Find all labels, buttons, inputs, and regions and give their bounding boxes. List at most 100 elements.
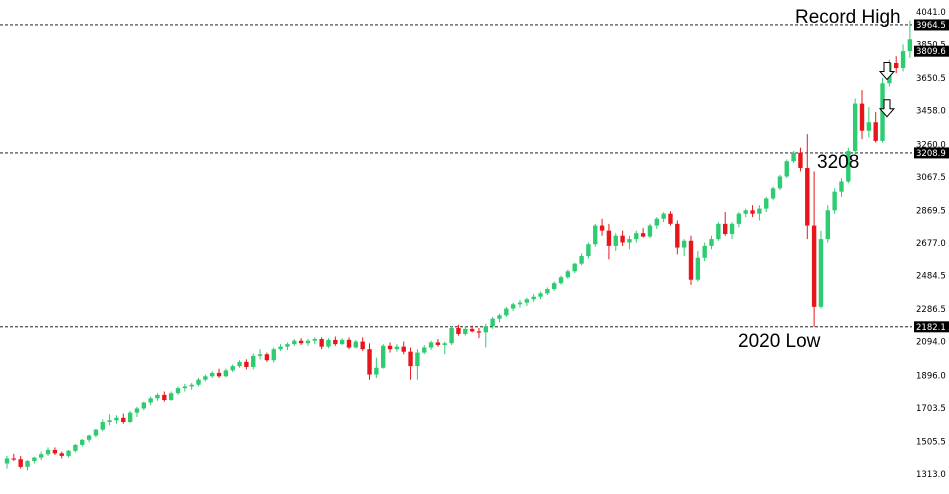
y-tick-label: 3650.5 xyxy=(916,74,946,84)
candle-bullish xyxy=(134,406,140,417)
candle-body xyxy=(422,347,427,353)
candle-body xyxy=(449,328,454,344)
candle-body xyxy=(743,210,748,214)
candle-body xyxy=(32,457,37,461)
price-tag-label: 3964.5 xyxy=(916,21,946,31)
candle-body xyxy=(374,367,379,375)
candle-bearish xyxy=(798,147,803,172)
candle-bullish xyxy=(825,205,830,243)
candle-body xyxy=(524,299,530,303)
current-price-tag xyxy=(914,45,949,57)
candle-bullish xyxy=(504,306,509,318)
candle-body xyxy=(59,453,64,456)
candle-bullish xyxy=(305,339,311,346)
candle-body xyxy=(825,210,830,240)
candle-bullish xyxy=(312,337,317,345)
y-tick-label: 1505.5 xyxy=(916,437,946,447)
candle-bullish xyxy=(524,297,530,306)
candle-bearish xyxy=(668,211,673,226)
candle-body xyxy=(811,225,817,307)
candle-bearish xyxy=(469,325,475,333)
candle-body xyxy=(859,103,865,131)
price-tag-label: 3208.9 xyxy=(916,149,946,159)
candle-bearish xyxy=(18,455,23,469)
level-annotation: 2020 Low xyxy=(738,331,821,352)
current-price-label: 3809.6 xyxy=(916,47,946,57)
candle-body xyxy=(353,341,359,348)
candle-body xyxy=(627,239,632,243)
candle-bullish xyxy=(25,460,30,471)
candle-bearish xyxy=(319,337,324,350)
candle-bullish xyxy=(428,340,434,351)
candle-body xyxy=(52,449,58,454)
candle-bullish xyxy=(907,20,913,58)
candle-bullish xyxy=(292,339,297,346)
annotations: Record High 3208 2020 Low xyxy=(738,7,901,352)
candle-body xyxy=(86,435,92,440)
y-tick-label: 3067.5 xyxy=(916,173,946,183)
candle-body xyxy=(784,161,789,177)
candle-body xyxy=(73,444,78,451)
candle-bearish xyxy=(435,339,441,347)
candle-body xyxy=(367,349,372,375)
candle-body xyxy=(456,328,461,334)
candle-body xyxy=(4,458,10,464)
candle-body xyxy=(66,450,71,456)
candle-bullish xyxy=(572,262,577,273)
candle-body xyxy=(100,422,105,430)
candle-body xyxy=(750,210,755,214)
candle-body xyxy=(162,394,167,400)
candle-bullish xyxy=(196,377,201,387)
candle-bullish xyxy=(661,212,666,223)
candle-body xyxy=(401,346,406,352)
candle-body xyxy=(333,339,338,345)
price-tag xyxy=(914,147,949,159)
candle-bullish xyxy=(852,98,858,155)
y-tick-label: 2094.0 xyxy=(916,338,946,348)
candle-bearish xyxy=(52,447,58,456)
price-tag xyxy=(914,321,949,333)
candle-body xyxy=(483,326,488,333)
candle-bullish xyxy=(770,186,776,201)
y-tick-label: 2869.5 xyxy=(916,206,946,216)
candle-body xyxy=(312,339,317,341)
candle-body xyxy=(832,191,837,211)
y-tick-label: 3260.0 xyxy=(916,140,946,150)
candle-body xyxy=(572,263,577,272)
candle-bearish xyxy=(387,342,393,353)
candle-body xyxy=(606,230,612,246)
candle-bullish xyxy=(558,275,564,285)
candle-bullish xyxy=(86,434,92,443)
candle-bullish xyxy=(93,428,99,438)
candle-bearish xyxy=(11,453,17,461)
candle-body xyxy=(408,351,413,367)
y-tick-label: 2286.5 xyxy=(916,305,946,315)
candle-bullish xyxy=(613,233,618,251)
candle-bullish xyxy=(497,313,502,323)
y-tick-label: 2484.5 xyxy=(916,272,946,282)
candle-bullish xyxy=(203,374,208,382)
candle-body xyxy=(257,354,263,356)
candle-body xyxy=(189,384,194,387)
candle-bearish xyxy=(688,235,694,285)
candle-bearish xyxy=(367,343,372,380)
candle-bullish xyxy=(39,451,44,461)
candle-bullish xyxy=(168,391,174,401)
candle-body xyxy=(141,402,146,409)
candle-body xyxy=(490,318,495,327)
candle-bullish xyxy=(832,188,837,214)
candle-bullish xyxy=(278,344,283,351)
candle-body xyxy=(251,355,256,367)
y-tick-label: 4041.0 xyxy=(916,8,946,18)
level-lines xyxy=(0,24,912,328)
candle-bullish xyxy=(538,291,543,300)
candle-bearish xyxy=(408,347,413,380)
candle-body xyxy=(155,394,160,399)
candle-bullish xyxy=(45,447,51,456)
candle-body xyxy=(634,233,639,240)
candle-body xyxy=(907,39,913,52)
candle-bullish xyxy=(818,230,824,309)
candle-body xyxy=(339,339,345,345)
candle-bearish xyxy=(59,451,64,459)
candle-body xyxy=(476,331,482,333)
